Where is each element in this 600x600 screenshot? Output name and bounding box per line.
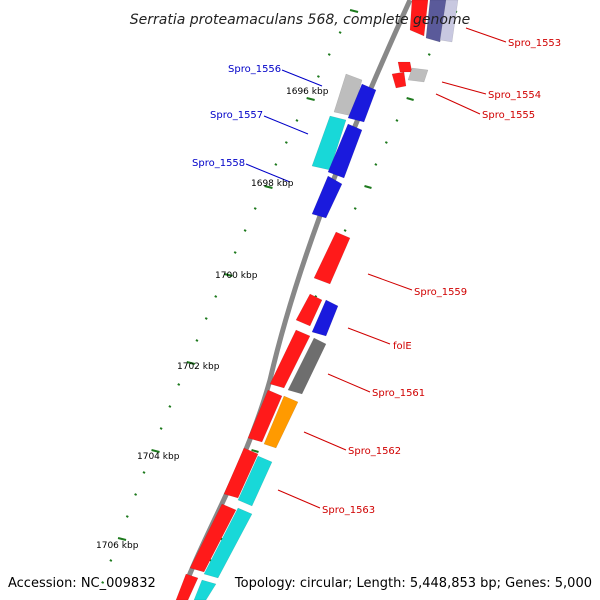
gene-feature-spro-1563[interactable]	[237, 455, 273, 507]
scale-tick	[142, 471, 146, 474]
scale-tick	[343, 229, 347, 232]
gene-features	[175, 0, 459, 600]
leader-spro-1558	[245, 163, 291, 183]
gene-feature-spro-1554[interactable]	[397, 61, 413, 73]
gene-feature-red-c[interactable]	[247, 389, 283, 443]
gene-feature-red-small[interactable]	[295, 293, 323, 327]
gene-label-spro-1553[interactable]: Spro_1553	[508, 38, 561, 49]
gene-label-spro-1554[interactable]: Spro_1554	[488, 90, 541, 101]
leader-spro-1561	[327, 373, 371, 393]
scale-tick	[159, 427, 163, 430]
scale-tick	[395, 119, 399, 122]
accession-label: Accession: NC_009832	[8, 576, 156, 591]
scale-label: 1700 kbp	[215, 271, 258, 281]
gene-feature-fole[interactable]	[311, 299, 339, 337]
gene-label-spro-1563[interactable]: Spro_1563	[322, 505, 375, 516]
scale-tick	[264, 185, 273, 189]
leader-spro-1562	[303, 431, 347, 451]
scale-tick	[109, 559, 113, 562]
gene-label-spro-1557[interactable]: Spro_1557	[210, 110, 263, 121]
gene-feature-red-top[interactable]	[409, 0, 429, 37]
gene-feature-cyan-bottom[interactable]	[193, 579, 217, 600]
outer-scale-ticks	[101, 9, 359, 584]
scale-tick	[338, 31, 342, 34]
scale-tick	[177, 383, 181, 386]
scale-tick	[274, 163, 278, 166]
gene-label-spro-1561[interactable]: Spro_1561	[372, 388, 425, 399]
scale-tick	[327, 53, 331, 56]
scale-label: 1704 kbp	[137, 452, 180, 462]
gene-feature-spro-1554-b[interactable]	[391, 71, 407, 89]
scale-label: 1698 kbp	[251, 179, 294, 189]
scale-tick	[233, 251, 237, 254]
scale-tick	[243, 229, 247, 232]
gene-feature-spro-1561[interactable]	[287, 337, 327, 395]
gene-feature-spro-1562[interactable]	[263, 395, 299, 449]
label-leader-lines	[245, 27, 507, 509]
gene-feature-gray-top[interactable]	[439, 0, 459, 43]
scale-tick	[406, 97, 414, 101]
scale-tick	[195, 339, 199, 342]
leader-spro-1553	[465, 27, 507, 43]
scale-tick	[101, 581, 105, 584]
scale-label: 1706 kbp	[96, 541, 139, 551]
scale-tick	[251, 449, 259, 453]
scale-tick	[374, 163, 378, 166]
scale-tick	[224, 273, 233, 277]
scale-tick	[186, 361, 196, 365]
leader-spro-1563	[277, 489, 321, 509]
scale-tick	[204, 317, 208, 320]
gene-label-spro-1562[interactable]: Spro_1562	[348, 446, 401, 457]
gene-label-spro-1556[interactable]: Spro_1556	[228, 64, 281, 75]
gene-labels: Spro_1553 Spro_1554 Spro_1555 Spro_1556 …	[192, 38, 561, 516]
scale-label: 1696 kbp	[286, 87, 329, 97]
gene-feature-blue-b[interactable]	[327, 123, 363, 179]
scale-tick	[306, 97, 315, 101]
leader-spro-1554	[441, 81, 487, 95]
scale-tick	[253, 207, 257, 210]
leader-spro-1555	[435, 93, 481, 115]
scale-tick	[151, 449, 160, 453]
scale-tick	[168, 405, 172, 408]
leader-fole	[347, 327, 391, 345]
leader-spro-1556	[281, 69, 323, 87]
gene-feature-red-bottom[interactable]	[175, 573, 199, 600]
scale-tick	[134, 493, 138, 496]
scale-tick	[427, 53, 431, 56]
gene-label-spro-1559[interactable]: Spro_1559	[414, 287, 467, 298]
gene-feature-spro-1559[interactable]	[313, 231, 351, 285]
scale-tick	[364, 185, 372, 189]
scale-tick	[125, 515, 129, 518]
scale-tick	[314, 295, 318, 298]
gene-label-spro-1558[interactable]: Spro_1558	[192, 158, 245, 169]
scale-tick	[384, 141, 388, 144]
gene-feature-spro-1558[interactable]	[311, 175, 343, 219]
scale-tick	[284, 141, 288, 144]
scale-tick	[295, 119, 299, 122]
gene-feature-cyan-long[interactable]	[203, 507, 253, 579]
gene-feature-red-e[interactable]	[189, 503, 237, 573]
genome-summary: Topology: circular; Length: 5,448,853 bp…	[234, 576, 592, 591]
gene-label-spro-1555[interactable]: Spro_1555	[482, 110, 535, 121]
scale-tick	[316, 75, 320, 78]
scale-tick	[353, 207, 357, 210]
gene-feature-blue-top[interactable]	[425, 0, 449, 43]
gene-label-fole[interactable]: folE	[393, 341, 412, 352]
gene-feature-red-d[interactable]	[223, 447, 259, 499]
scale-label: 1702 kbp	[177, 362, 220, 372]
leader-spro-1559	[367, 273, 413, 291]
diagram-title: Serratia proteamaculans 568, complete ge…	[130, 12, 470, 28]
scale-tick	[349, 9, 359, 13]
gene-feature-red-long[interactable]	[269, 329, 311, 389]
gene-feature-spro-1555[interactable]	[407, 67, 429, 83]
scale-labels: 1696 kbp 1698 kbp 1700 kbp 1702 kbp 1704…	[96, 87, 329, 551]
leader-spro-1557	[263, 115, 309, 135]
scale-tick	[117, 537, 127, 541]
scale-tick	[214, 295, 218, 298]
gene-feature-blue-a[interactable]	[347, 83, 377, 123]
